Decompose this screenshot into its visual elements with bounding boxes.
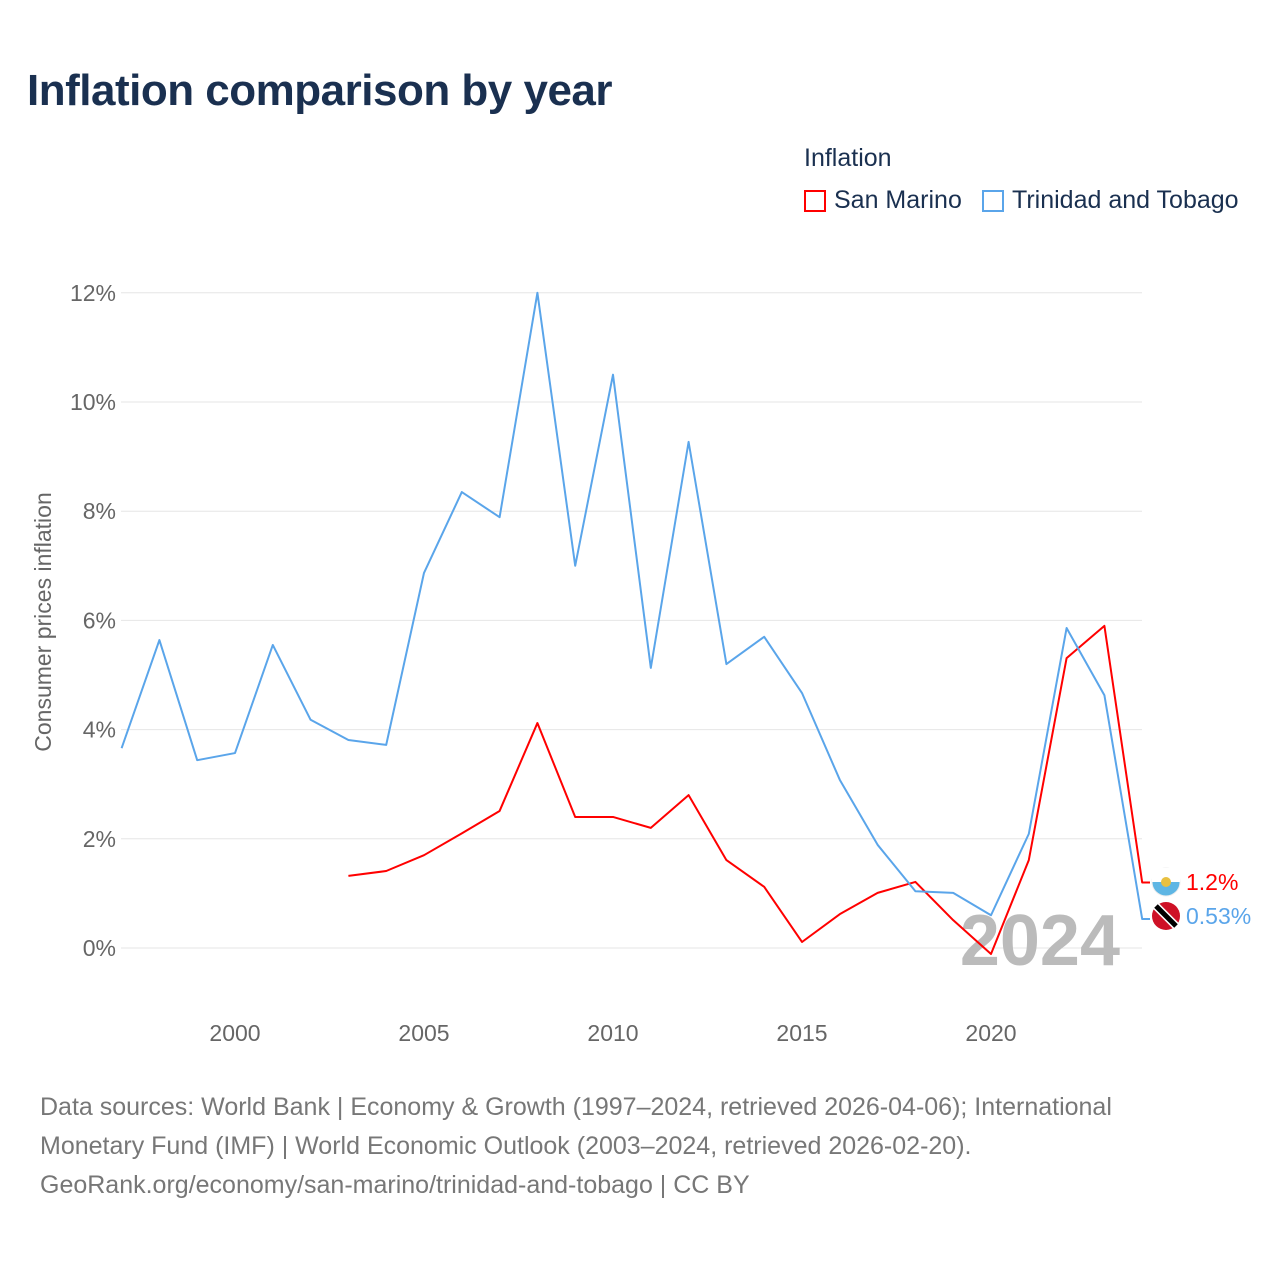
end-value-label: 0.53% [1186,903,1251,929]
trinidad-flag-icon [1154,904,1178,928]
y-tick-label: 4% [83,717,116,743]
legend-item-trinidad[interactable]: Trinidad and Tobago [982,186,1239,215]
legend-swatch [804,189,826,212]
x-tick-label: 2005 [398,1020,449,1046]
legend-title: Inflation [804,144,892,172]
chart-title: Inflation comparison by year [27,66,613,115]
x-tick-label: 2010 [587,1020,638,1046]
san-marino-flag-icon [1152,868,1180,882]
y-axis-label: Consumer prices inflation [30,492,56,752]
source-line: Monetary Fund (IMF) | World Economic Out… [40,1132,972,1160]
y-tick-label: 0% [83,935,116,961]
line-chart: 0% 2% 4% 6% 8% 10% 12% 2000 2005 2010 2015 2020 Cons… [30,280,1251,1046]
legend-label: Trinidad and Tobago [1012,186,1239,214]
source-note: Data sources: World Bank | Economy & Gro… [40,1088,1240,1205]
legend-swatch [982,189,1004,212]
y-tick-label: 12% [70,280,116,306]
y-tick-label: 8% [83,498,116,524]
y-tick-label: 2% [83,826,116,852]
end-value-label: 1.2% [1186,869,1238,895]
legend-label: San Marino [834,186,962,214]
y-tick-label: 10% [70,389,116,415]
series-line-san-marino [348,624,1150,956]
y-tick-label: 6% [83,607,116,633]
series-line-trinidad-and-tobago [120,291,1150,921]
x-tick-label: 2020 [965,1020,1016,1046]
source-line[interactable]: GeoRank.org/economy/san-marino/trinidad-… [40,1171,750,1199]
x-tick-label: 2000 [209,1020,260,1046]
source-line: Data sources: World Bank | Economy & Gro… [40,1093,1112,1121]
legend-item-san-marino[interactable]: San Marino [804,186,962,215]
x-tick-label: 2015 [776,1020,827,1046]
year-watermark: 2024 [960,901,1120,981]
san-marino-flag-icon [1161,877,1171,887]
